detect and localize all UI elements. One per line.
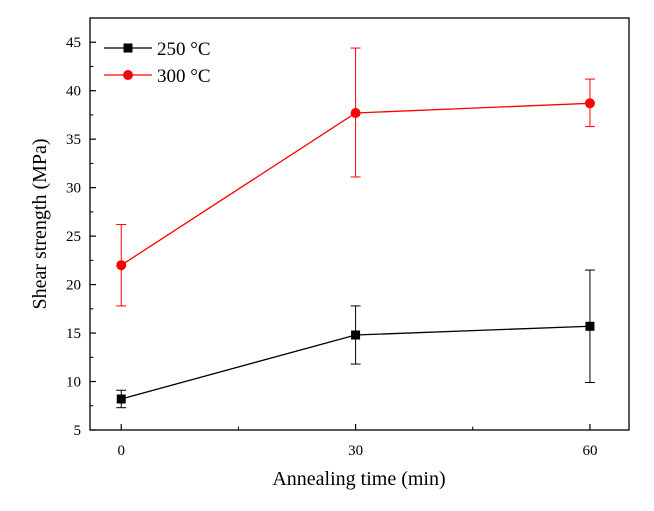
legend-item-1: 250 °C [104,39,211,60]
x-axis-label: Annealing time (min) [272,468,445,490]
y-tick-label: 10 [66,375,81,391]
series-layer [116,47,595,409]
y-tick-label: 5 [74,423,82,439]
y-tick-label: 15 [66,326,81,342]
plot-frame [89,17,630,431]
y-axis-label: Shear strength (MPa) [29,138,51,309]
y-tick-label: 35 [66,132,81,148]
legend: 250 °C 300 °C [104,39,211,87]
x-tick-label: 0 [117,443,125,459]
y-tick-label: 20 [66,278,81,294]
y-tick-label: 30 [66,181,81,197]
data-point-circle [350,108,361,119]
data-point-circle [584,98,595,109]
y-tick-label: 40 [66,84,81,100]
data-point-square [585,321,595,331]
legend-marker-square [123,43,133,53]
legend-label: 250 °C [157,39,211,60]
y-tick-label: 25 [66,229,81,245]
x-tick-label: 30 [348,443,363,459]
x-tick-label: 60 [582,443,597,459]
legend-label: 300 °C [157,66,211,87]
series-1 [116,269,595,409]
data-point-square [116,394,126,404]
data-point-square [351,330,361,340]
legend-marker-circle [123,70,133,80]
y-tick-label: 45 [66,35,81,51]
series-2 [116,47,595,307]
data-point-circle [116,260,127,271]
axes: 5 10 15 20 25 30 35 40 45 0 30 60 [66,35,597,459]
legend-item-2: 300 °C [104,66,211,87]
